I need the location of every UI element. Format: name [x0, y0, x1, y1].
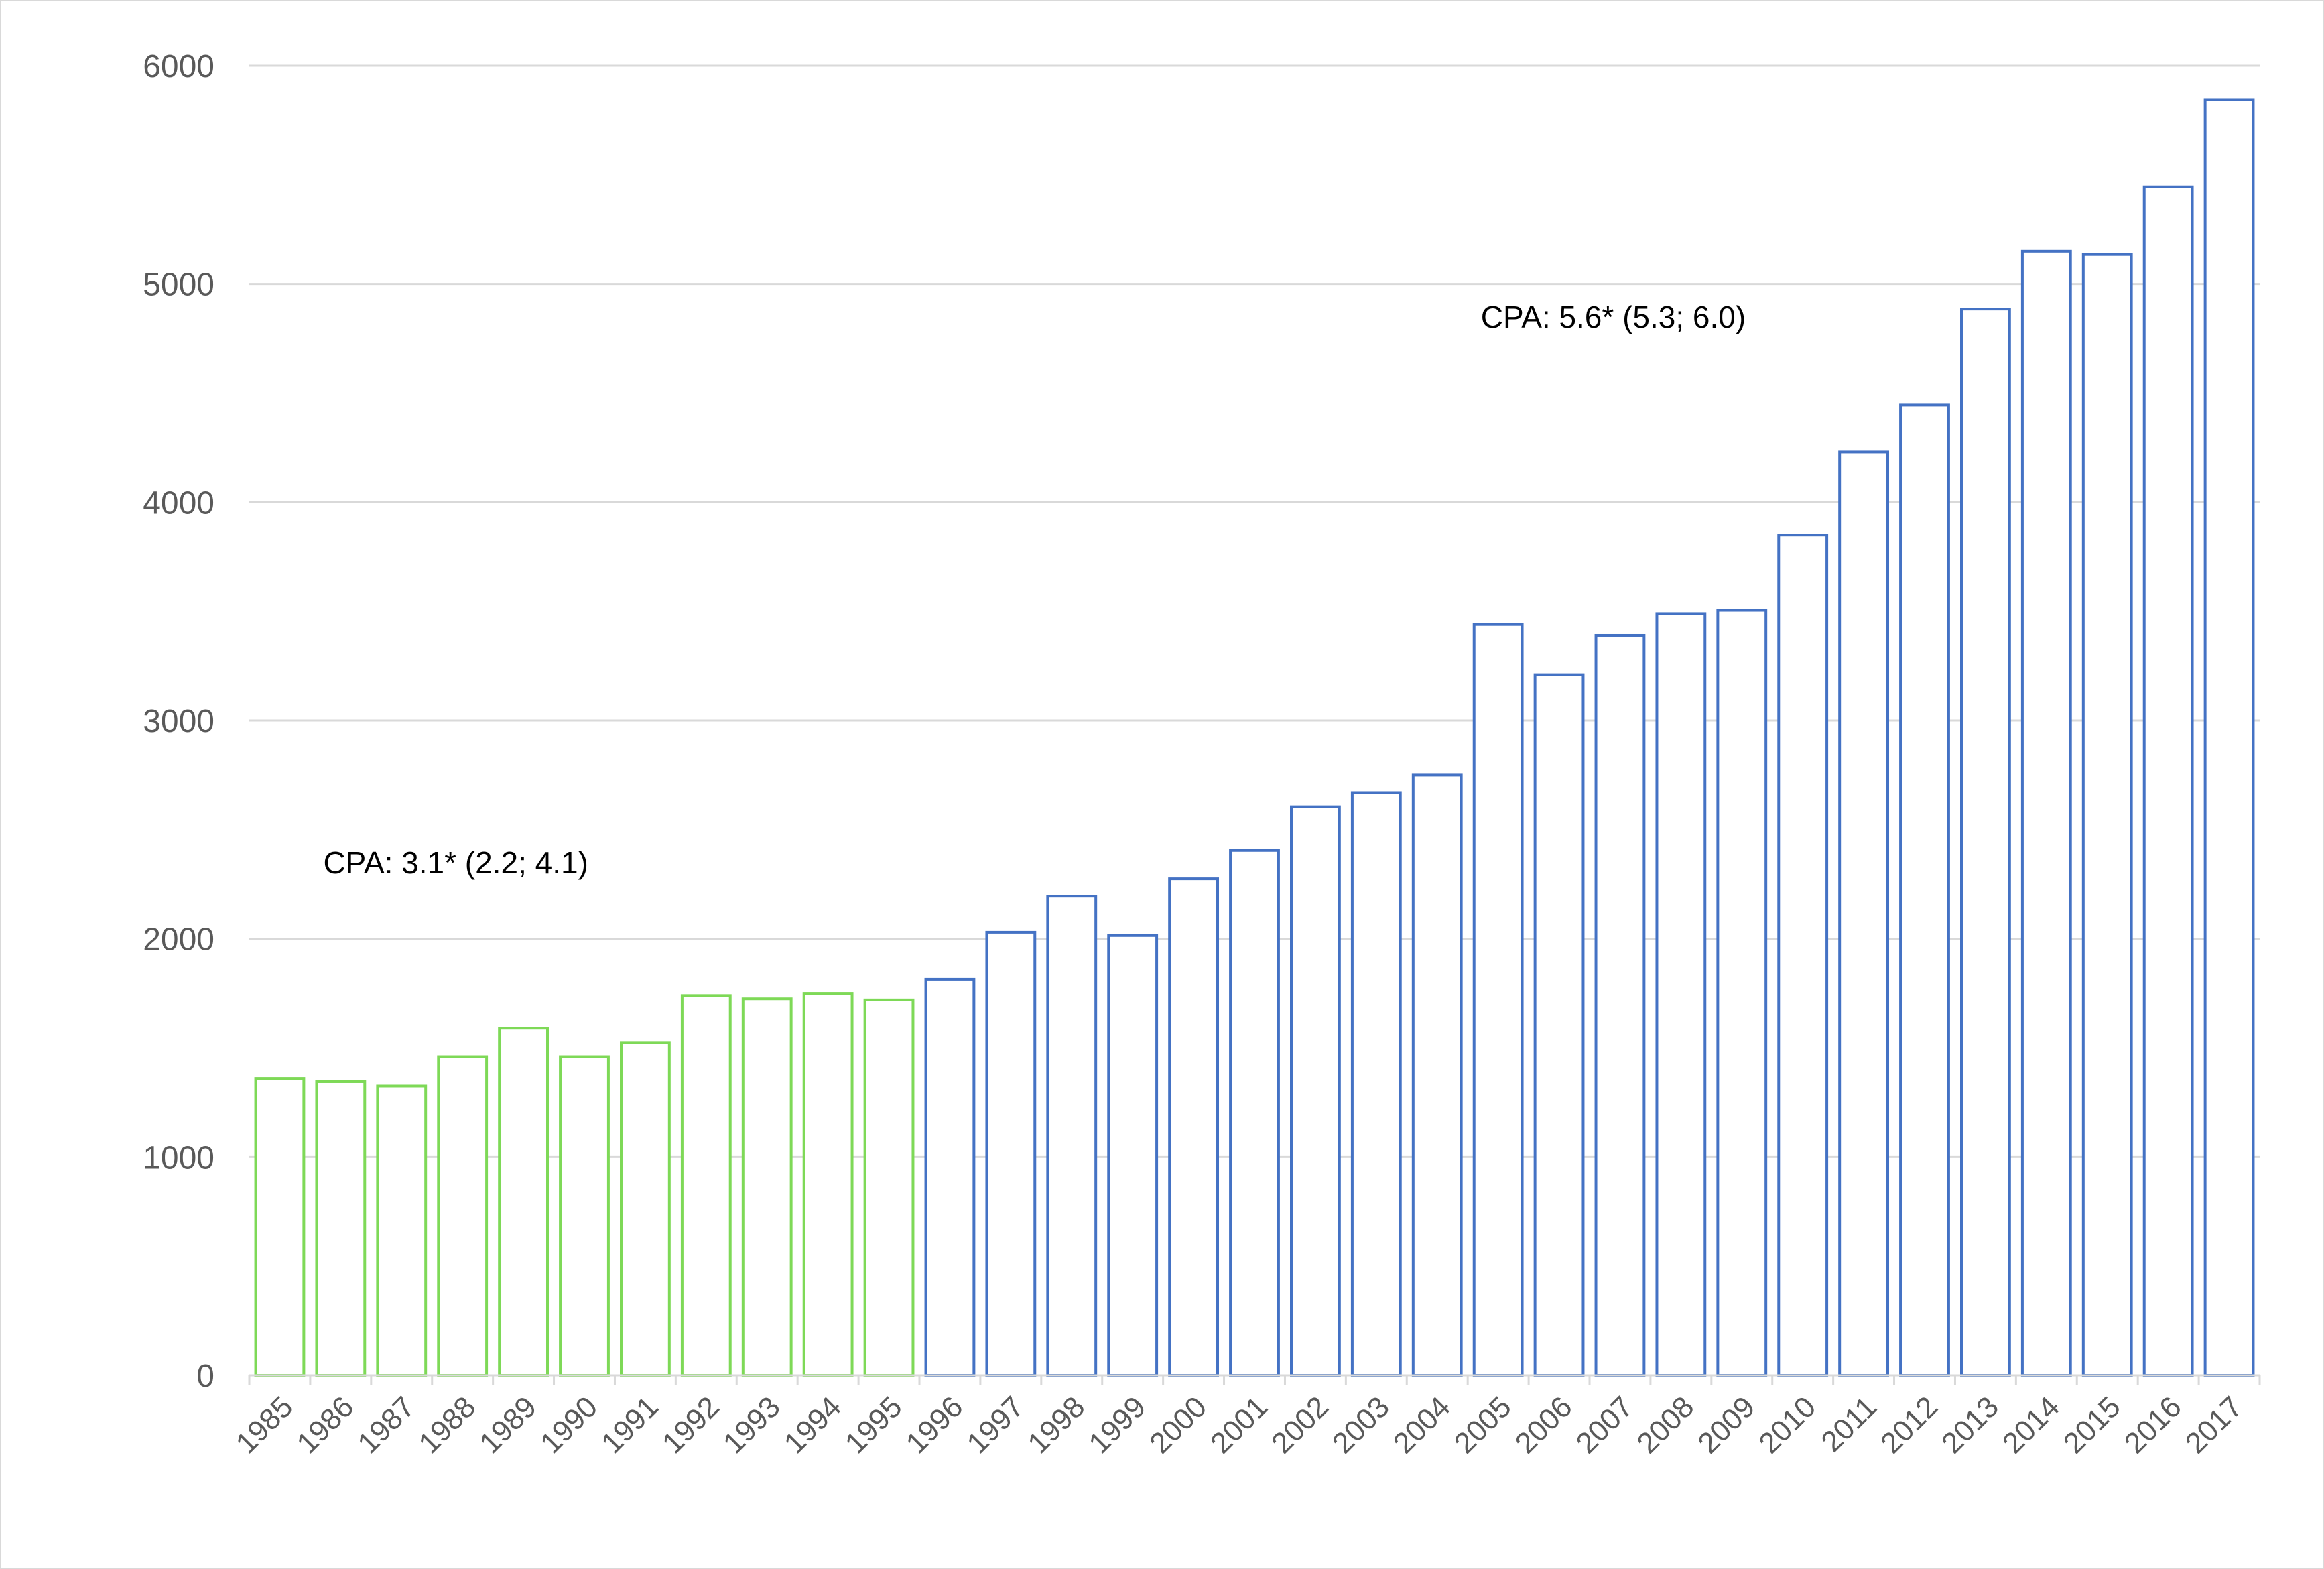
- x-tick-label: 1986: [291, 1390, 361, 1460]
- x-tick-label: 2012: [1874, 1390, 1944, 1460]
- x-tick-label: 2003: [1326, 1390, 1396, 1460]
- y-tick-label: 4000: [143, 485, 214, 521]
- x-tick-label: 1991: [595, 1390, 665, 1460]
- bar-1988: [437, 1055, 489, 1377]
- bar-2000: [1168, 877, 1219, 1377]
- x-tick-label: 2014: [1996, 1390, 2066, 1460]
- bar-1986: [315, 1080, 367, 1377]
- x-tick-label: 2011: [1815, 1390, 1884, 1458]
- bar-2012: [1899, 403, 1950, 1377]
- bar-2011: [1838, 450, 1890, 1377]
- y-tick-label: 5000: [143, 267, 214, 303]
- x-tick-label: 2007: [1570, 1390, 1640, 1460]
- bar-1985: [254, 1077, 306, 1377]
- x-tick-label: 2008: [1631, 1390, 1701, 1460]
- bar-2014: [2020, 249, 2072, 1377]
- y-axis-ticks: 0 1000 2000 3000 4000 5000 6000: [143, 49, 214, 1394]
- bar-2006: [1533, 673, 1585, 1377]
- cpa-annotation: CPA: 5.6* (5.3; 6.0): [1481, 300, 1746, 334]
- x-tick-label: 2016: [2118, 1390, 2188, 1460]
- bar-1998: [1046, 895, 1098, 1377]
- x-tick-label: 1992: [656, 1390, 726, 1460]
- x-tick-label: 1995: [839, 1390, 909, 1460]
- bar-1996: [924, 977, 976, 1377]
- bar-1991: [620, 1041, 671, 1377]
- x-axis: [248, 1374, 2261, 1385]
- bar-2004: [1411, 773, 1463, 1377]
- x-tick-label: 2009: [1691, 1390, 1761, 1460]
- y-tick-label: 3000: [143, 704, 214, 739]
- bar-1995: [863, 998, 915, 1377]
- bar-1994: [802, 992, 854, 1377]
- y-tick-label: 6000: [143, 49, 214, 84]
- bar-2016: [2142, 185, 2194, 1377]
- bar-2007: [1594, 633, 1646, 1377]
- x-tick-label: 1997: [961, 1390, 1031, 1460]
- x-tick-label: 2006: [1509, 1390, 1579, 1460]
- bar-1989: [498, 1027, 550, 1377]
- bar-2008: [1655, 612, 1707, 1377]
- bar-2013: [1960, 308, 2011, 1377]
- x-tick-label: 2000: [1143, 1390, 1213, 1460]
- x-tick-label: 1985: [230, 1390, 300, 1460]
- x-tick-label: 1996: [900, 1390, 970, 1460]
- x-tick-label: 2013: [1935, 1390, 2005, 1460]
- x-tick-label: 1987: [351, 1390, 421, 1460]
- bar-2005: [1472, 623, 1524, 1377]
- x-tick-label: 1988: [412, 1390, 482, 1460]
- x-tick-label: 1998: [1021, 1390, 1091, 1460]
- bar-1987: [376, 1084, 428, 1377]
- x-tick-label: 1990: [534, 1390, 604, 1460]
- bar-1992: [680, 994, 732, 1377]
- cpa-annotation: CPA: 3.1* (2.2; 4.1): [323, 845, 588, 880]
- y-tick-label: 2000: [143, 922, 214, 958]
- bar-1999: [1107, 934, 1159, 1377]
- x-axis-ticks: 1985198619871988198919901991199219931994…: [230, 1390, 2249, 1460]
- bar-2001: [1229, 849, 1280, 1377]
- x-tick-label: 2004: [1387, 1390, 1457, 1460]
- bar-2002: [1290, 805, 1341, 1377]
- x-tick-label: 1989: [473, 1390, 543, 1460]
- x-tick-label: 2015: [2057, 1390, 2127, 1460]
- bar-2017: [2203, 98, 2255, 1377]
- bars: [254, 98, 2255, 1377]
- x-tick-label: 2005: [1448, 1390, 1518, 1460]
- x-tick-label: 2010: [1752, 1390, 1822, 1460]
- x-tick-label: 2017: [2179, 1390, 2249, 1460]
- bar-1997: [985, 930, 1037, 1377]
- x-tick-label: 1999: [1082, 1390, 1152, 1460]
- y-tick-label: 1000: [143, 1140, 214, 1176]
- bar-2003: [1350, 791, 1402, 1377]
- y-tick-label: 0: [196, 1359, 214, 1394]
- x-tick-label: 1993: [717, 1390, 787, 1460]
- bar-1990: [559, 1055, 610, 1377]
- bar-2009: [1716, 609, 1768, 1377]
- annotations: CPA: 3.1* (2.2; 4.1) CPA: 5.6* (5.3; 6.0): [323, 300, 1746, 880]
- bar-2015: [2081, 253, 2133, 1377]
- x-tick-label: 2002: [1265, 1390, 1335, 1460]
- bar-2010: [1777, 534, 1829, 1377]
- bar-1993: [741, 997, 793, 1377]
- x-tick-label: 1994: [778, 1390, 848, 1460]
- x-tick-label: 2001: [1204, 1390, 1274, 1460]
